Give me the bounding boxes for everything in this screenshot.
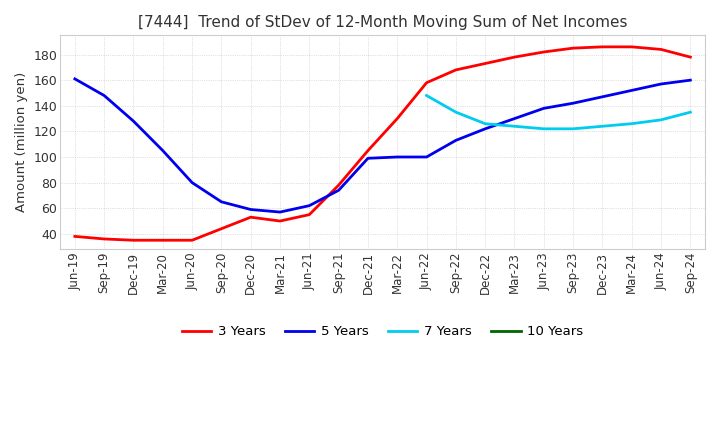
5 Years	[334, 187, 343, 193]
3 Years	[569, 45, 577, 51]
3 Years	[217, 226, 226, 231]
3 Years	[539, 49, 548, 55]
7 Years	[569, 126, 577, 132]
5 Years	[71, 76, 79, 81]
3 Years	[246, 215, 255, 220]
5 Years	[539, 106, 548, 111]
3 Years	[158, 238, 167, 243]
3 Years	[364, 148, 372, 153]
Line: 5 Years: 5 Years	[75, 79, 690, 212]
Y-axis label: Amount (million yen): Amount (million yen)	[15, 72, 28, 213]
3 Years	[100, 236, 109, 242]
5 Years	[393, 154, 402, 160]
7 Years	[539, 126, 548, 132]
5 Years	[422, 154, 431, 160]
5 Years	[364, 156, 372, 161]
5 Years	[627, 88, 636, 93]
3 Years	[129, 238, 138, 243]
5 Years	[217, 199, 226, 205]
5 Years	[569, 101, 577, 106]
5 Years	[481, 126, 490, 132]
7 Years	[627, 121, 636, 126]
5 Years	[686, 77, 695, 83]
7 Years	[598, 124, 607, 129]
3 Years	[334, 183, 343, 188]
3 Years	[451, 67, 460, 73]
3 Years	[276, 218, 284, 224]
7 Years	[657, 117, 665, 122]
5 Years	[100, 93, 109, 98]
5 Years	[510, 116, 519, 121]
7 Years	[422, 93, 431, 98]
3 Years	[422, 80, 431, 85]
3 Years	[188, 238, 197, 243]
3 Years	[686, 55, 695, 60]
3 Years	[393, 116, 402, 121]
3 Years	[510, 55, 519, 60]
5 Years	[305, 203, 314, 208]
Line: 3 Years: 3 Years	[75, 47, 690, 240]
5 Years	[246, 207, 255, 212]
5 Years	[158, 148, 167, 153]
Line: 7 Years: 7 Years	[426, 95, 690, 129]
5 Years	[451, 138, 460, 143]
3 Years	[305, 212, 314, 217]
3 Years	[598, 44, 607, 49]
Title: [7444]  Trend of StDev of 12-Month Moving Sum of Net Incomes: [7444] Trend of StDev of 12-Month Moving…	[138, 15, 627, 30]
3 Years	[481, 61, 490, 66]
5 Years	[129, 118, 138, 124]
Legend: 3 Years, 5 Years, 7 Years, 10 Years: 3 Years, 5 Years, 7 Years, 10 Years	[176, 320, 588, 344]
5 Years	[276, 209, 284, 215]
7 Years	[510, 124, 519, 129]
7 Years	[686, 110, 695, 115]
3 Years	[627, 44, 636, 49]
5 Years	[598, 94, 607, 99]
3 Years	[657, 47, 665, 52]
7 Years	[451, 110, 460, 115]
5 Years	[188, 180, 197, 185]
3 Years	[71, 234, 79, 239]
5 Years	[657, 81, 665, 87]
7 Years	[481, 121, 490, 126]
